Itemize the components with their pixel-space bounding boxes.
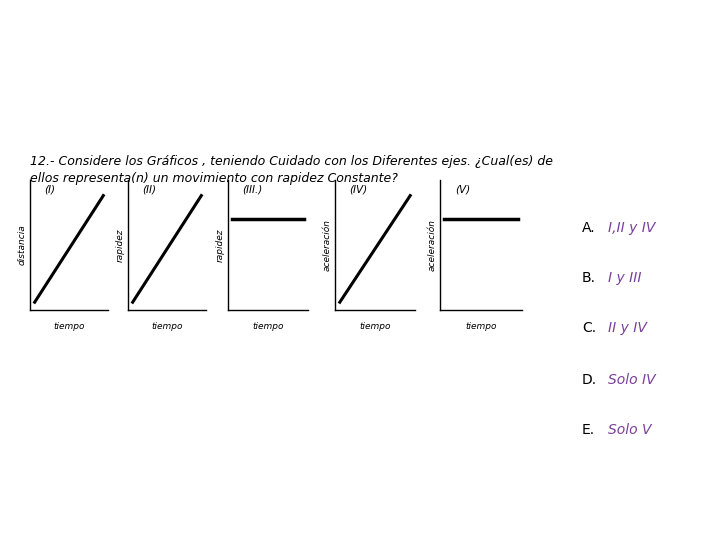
Text: (II): (II): [142, 184, 156, 194]
Text: C.: C.: [582, 321, 596, 335]
Text: tiempo: tiempo: [151, 322, 183, 331]
Text: I,II y IV: I,II y IV: [608, 221, 655, 235]
Text: (III.): (III.): [243, 184, 263, 194]
Text: B.: B.: [582, 271, 596, 285]
Text: E.: E.: [582, 423, 595, 437]
Text: Solo IV: Solo IV: [608, 373, 656, 387]
Text: tiempo: tiempo: [465, 322, 497, 331]
Text: distancia: distancia: [17, 225, 27, 265]
Text: aceleración: aceleración: [323, 219, 331, 271]
Text: rapidez: rapidez: [215, 228, 225, 262]
Text: (IV): (IV): [349, 184, 367, 194]
Text: aceleración: aceleración: [428, 219, 436, 271]
Text: Solo V: Solo V: [608, 423, 652, 437]
Text: tiempo: tiempo: [359, 322, 391, 331]
Text: tiempo: tiempo: [53, 322, 85, 331]
Text: tiempo: tiempo: [252, 322, 284, 331]
Text: ellos representa(n) un movimiento con rapidez Constante?: ellos representa(n) un movimiento con ra…: [30, 172, 398, 185]
Text: D.: D.: [582, 373, 597, 387]
Text: rapidez: rapidez: [115, 228, 125, 262]
Text: (I): (I): [44, 184, 55, 194]
Text: 12.- Considere los Gráficos , teniendo Cuidado con los Diferentes ejes. ¿Cual(es: 12.- Considere los Gráficos , teniendo C…: [30, 155, 553, 168]
Text: I y III: I y III: [608, 271, 642, 285]
Text: A.: A.: [582, 221, 595, 235]
Text: (V): (V): [455, 184, 470, 194]
Text: II y IV: II y IV: [608, 321, 647, 335]
